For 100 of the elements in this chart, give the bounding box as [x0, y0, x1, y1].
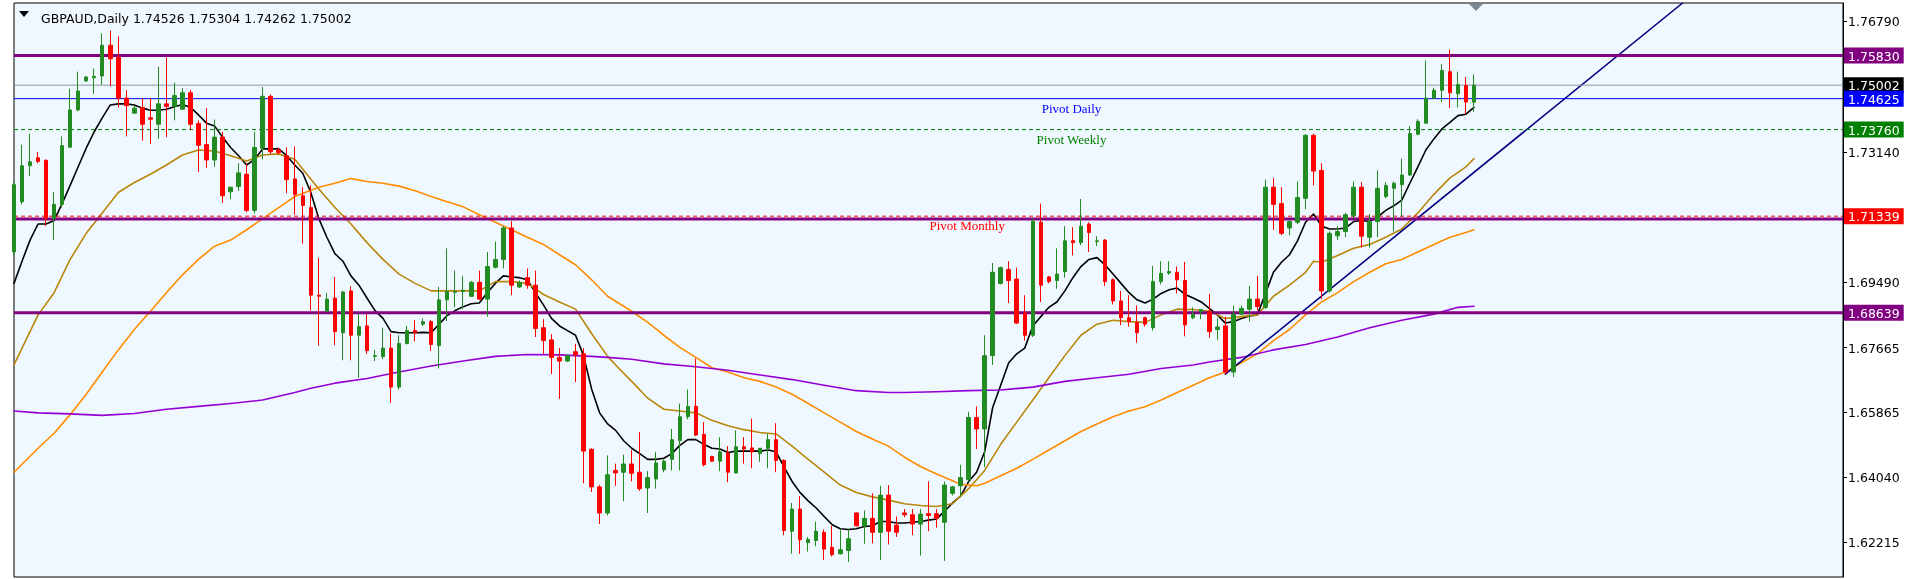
y-tick-label: 1.69490 — [1848, 275, 1900, 291]
candlestick — [525, 267, 530, 290]
y-tick-label: 1.65865 — [1848, 404, 1900, 420]
candlestick — [1287, 219, 1292, 236]
candlestick — [878, 485, 883, 561]
candlestick — [686, 389, 690, 420]
candlestick — [1167, 260, 1171, 276]
candlestick — [966, 411, 971, 483]
candlestick — [1231, 305, 1236, 378]
candlestick — [389, 332, 393, 404]
candlestick — [212, 119, 217, 168]
candlestick — [381, 327, 385, 360]
candlestick — [1071, 226, 1075, 256]
candlestick — [1006, 260, 1011, 304]
candlestick — [790, 502, 794, 555]
candlestick — [188, 89, 193, 131]
candlestick — [445, 247, 449, 322]
y-tick-label: 1.71339 — [1848, 209, 1900, 225]
candlestick — [461, 275, 465, 310]
candlestick — [597, 484, 602, 525]
candlestick — [886, 484, 891, 545]
candlestick — [509, 220, 514, 296]
candlestick — [341, 290, 345, 361]
candlestick — [1215, 317, 1220, 341]
candlestick — [870, 492, 875, 544]
candlestick — [260, 86, 265, 160]
candlestick — [397, 334, 401, 391]
candlestick — [1183, 261, 1187, 337]
candlestick — [20, 144, 24, 205]
candlestick — [413, 319, 417, 342]
candlestick — [1351, 180, 1356, 220]
candlestick — [605, 454, 610, 516]
candlestick — [613, 463, 618, 487]
candlestick — [493, 241, 498, 269]
candlestick — [902, 508, 907, 518]
candlestick — [76, 71, 80, 112]
candlestick — [60, 135, 64, 209]
candlestick — [798, 495, 802, 555]
candlestick — [750, 418, 754, 469]
candlestick — [982, 334, 987, 468]
candlestick — [806, 536, 810, 553]
candlestick — [934, 508, 939, 529]
candlestick — [517, 280, 522, 289]
candlestick — [549, 333, 554, 375]
candlestick — [12, 180, 16, 256]
candlestick — [36, 151, 40, 164]
candlestick — [1303, 133, 1308, 210]
candlestick — [573, 343, 578, 383]
candlestick — [702, 421, 706, 467]
candlestick — [1119, 290, 1123, 326]
ref-line-label: Pivot Monthly — [929, 218, 1006, 234]
candlestick — [52, 191, 56, 241]
candlestick — [132, 105, 137, 114]
candlestick — [1408, 125, 1412, 177]
y-tick-label: 1.75002 — [1848, 78, 1900, 94]
candlestick — [894, 516, 899, 538]
candlestick — [365, 313, 369, 355]
candlestick — [1087, 221, 1091, 253]
candlestick — [28, 133, 32, 177]
candlestick — [252, 131, 257, 215]
candlestick — [846, 528, 851, 563]
candlestick — [1135, 305, 1139, 344]
candlestick — [654, 451, 658, 490]
candlestick — [838, 528, 843, 555]
candlestick — [1343, 212, 1348, 238]
candlestick — [1440, 63, 1444, 103]
candlestick — [1047, 275, 1051, 284]
candlestick — [1079, 198, 1083, 246]
candlestick — [918, 508, 923, 557]
candlestick — [1263, 179, 1268, 310]
candlestick — [1295, 180, 1300, 225]
candlestick — [92, 67, 96, 95]
candlestick — [268, 94, 273, 155]
candlestick — [325, 292, 329, 313]
candlestick — [958, 464, 963, 497]
line-series — [13, 305, 1475, 417]
y-tick-label: 1.62215 — [1848, 535, 1900, 551]
candlestick — [236, 162, 241, 192]
candlestick — [541, 318, 546, 355]
candlestick — [477, 270, 482, 301]
y-tick-label: 1.64040 — [1848, 470, 1900, 486]
candlestick — [333, 276, 337, 346]
candlestick — [421, 317, 425, 327]
candlestick — [108, 30, 113, 87]
candlestick — [244, 162, 249, 213]
candlestick — [228, 186, 233, 200]
candlestick — [1143, 316, 1147, 328]
y-tick-label: 1.67665 — [1848, 340, 1900, 356]
candlestick — [1456, 71, 1460, 108]
y-tick-label: 1.73760 — [1848, 122, 1900, 138]
candlestick — [373, 349, 377, 362]
candlestick — [910, 508, 915, 536]
candlestick — [1375, 169, 1380, 238]
candlestick — [349, 285, 353, 361]
candlestick — [974, 405, 979, 450]
candlestick — [1207, 293, 1212, 339]
candlestick — [1223, 316, 1228, 375]
candlestick — [862, 509, 867, 545]
candlestick — [1400, 158, 1404, 218]
candlestick — [1103, 238, 1107, 287]
